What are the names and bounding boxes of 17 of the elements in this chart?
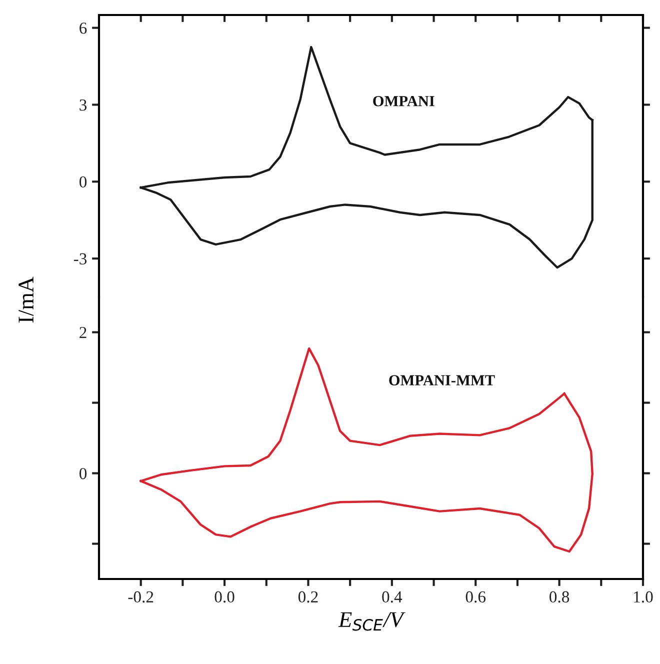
x-tick-label: 0.0: [214, 591, 234, 603]
text: OMPANI-MMT: [389, 375, 495, 386]
x-tick-label: 0.8: [550, 591, 570, 603]
x-tick-label: 0.4: [382, 591, 402, 603]
y-tick-label: 3: [80, 99, 87, 111]
x-tick-label: 0.6: [466, 591, 486, 603]
x-tick-label: 0.2: [298, 591, 318, 603]
y-tick-label: -3: [74, 253, 87, 264]
x-tick-label: -0.2: [128, 591, 154, 603]
text: OMPANI: [373, 96, 434, 106]
y-axis-title: I/mA: [18, 276, 34, 323]
y-tick-label: 0: [79, 468, 87, 480]
y-tick-label: 6: [80, 22, 87, 34]
y-tick-label: 0: [79, 176, 87, 188]
x-tick-label: 1.0: [634, 591, 653, 603]
x-axis-title: E$_{SCE}$/V: [338, 612, 406, 631]
y-tick-label: 2: [80, 326, 86, 338]
